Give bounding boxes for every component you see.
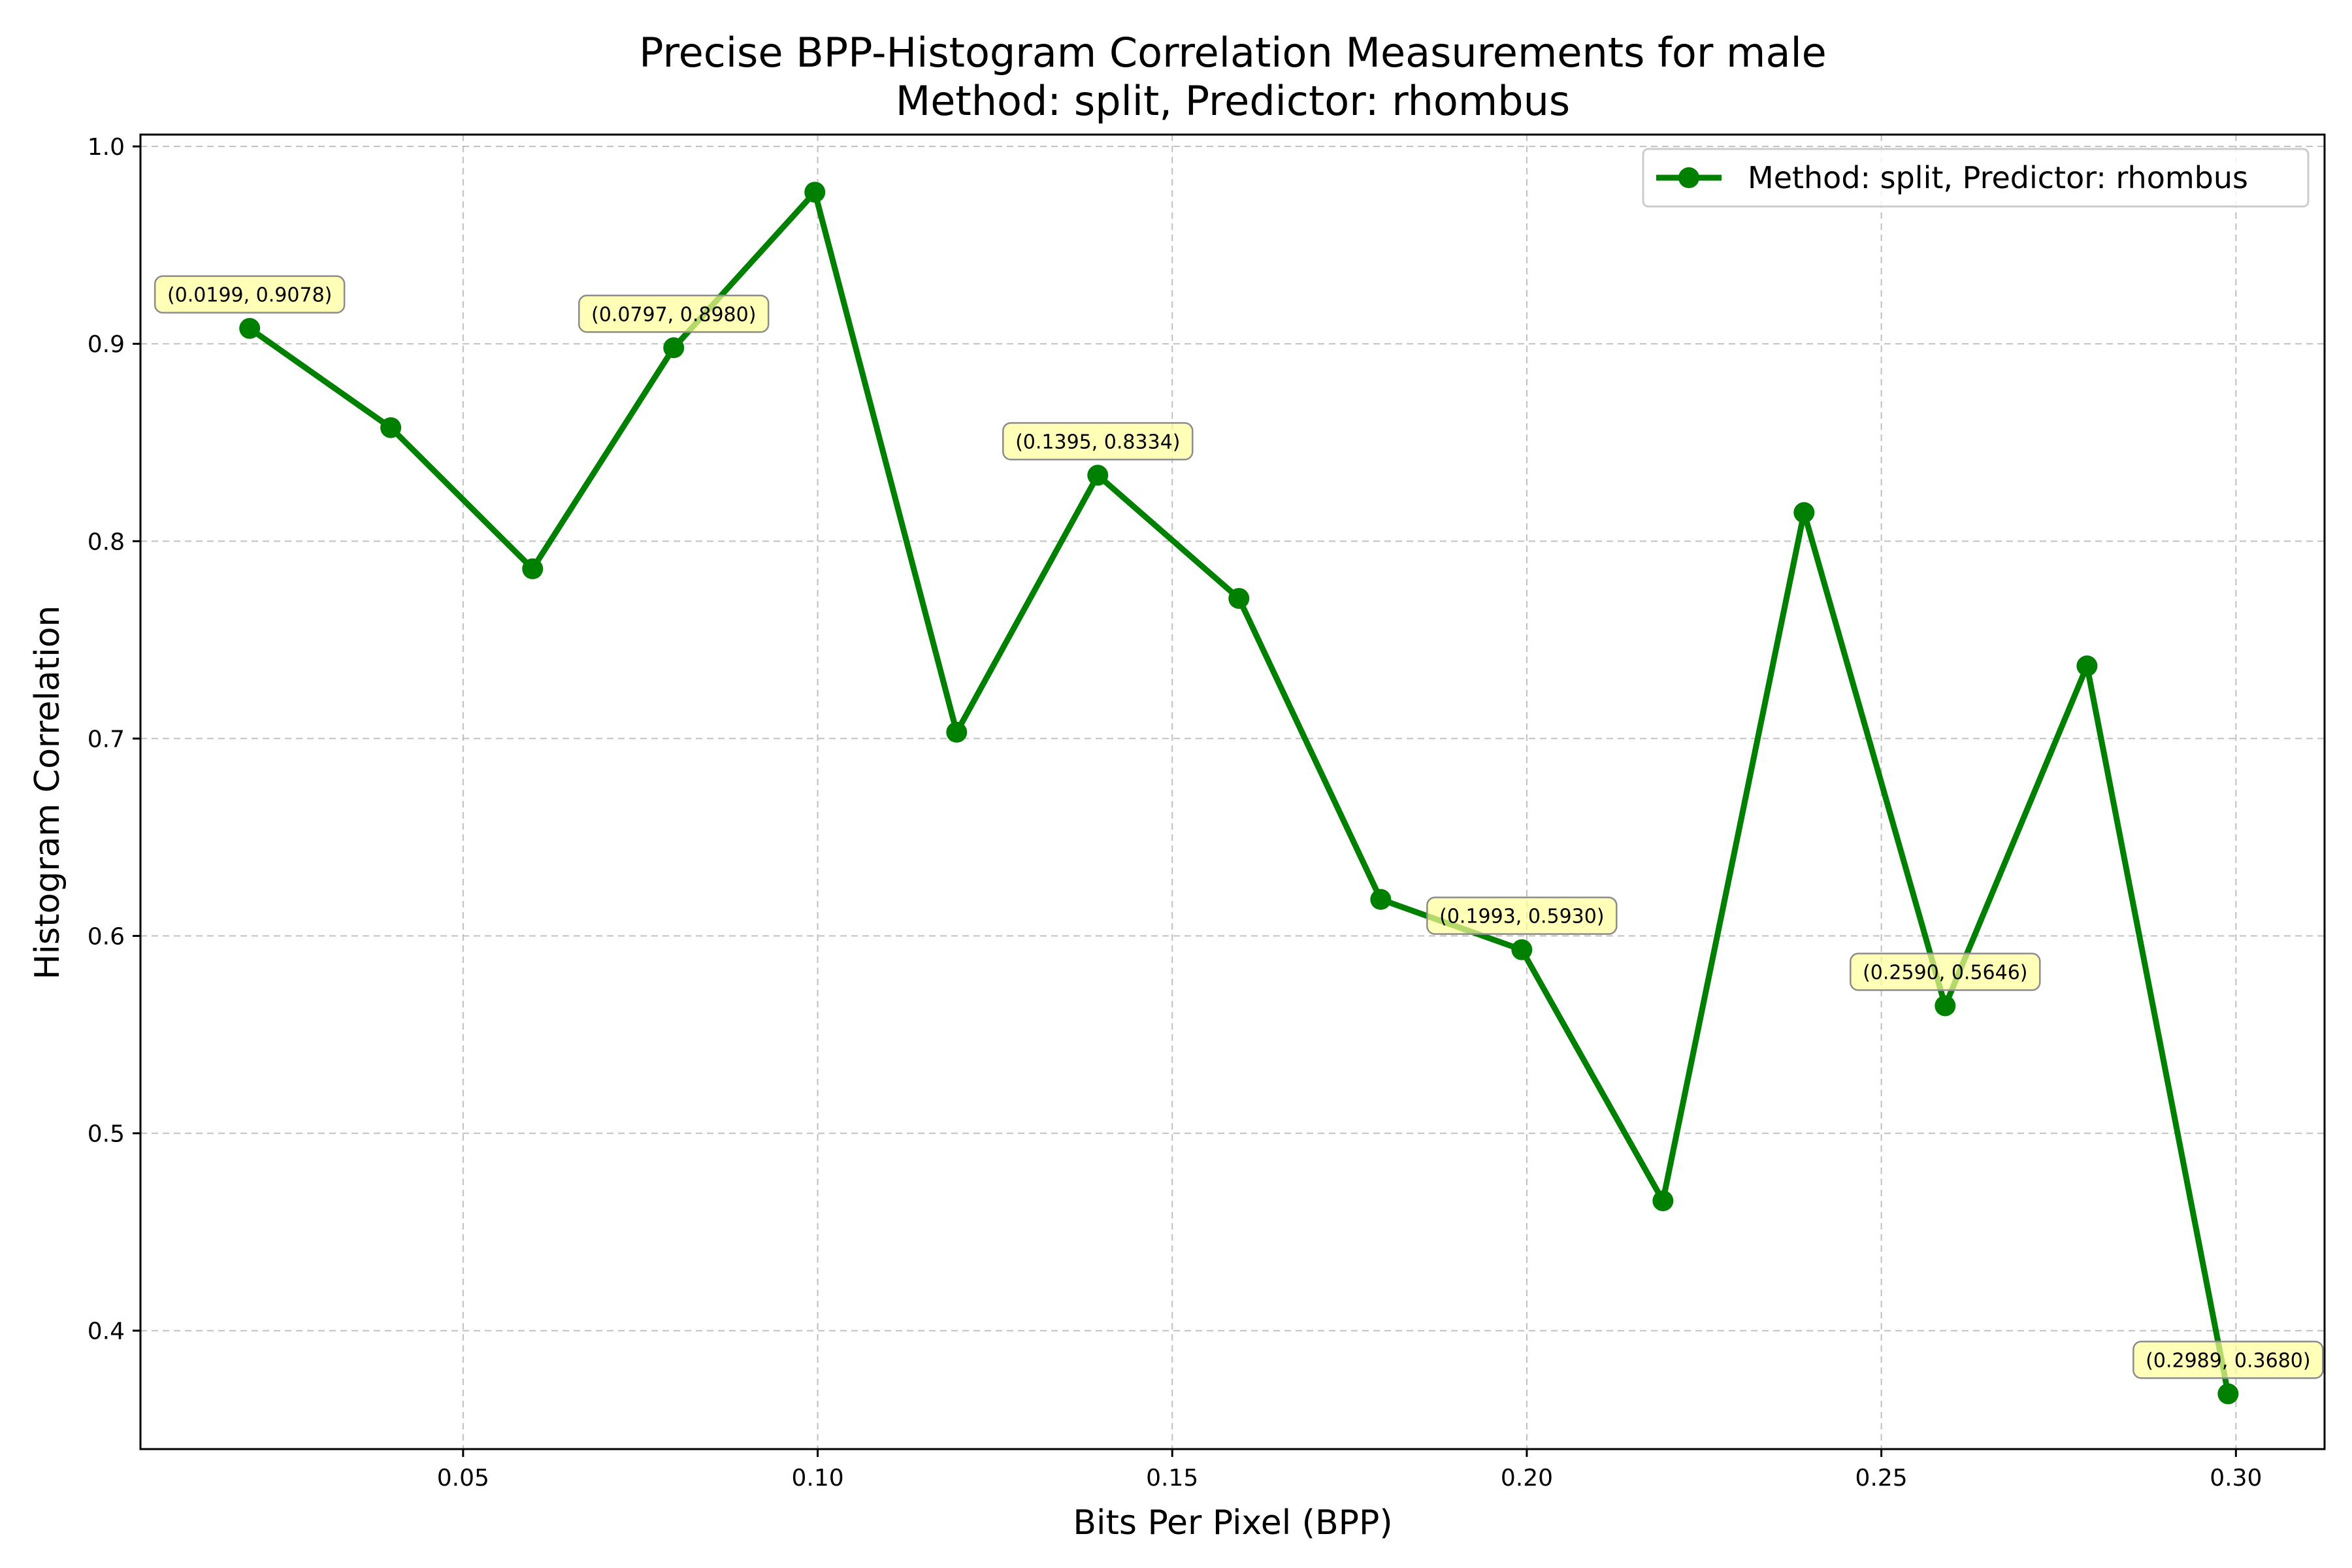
x-tick-label: 0.05	[437, 1465, 489, 1492]
data-point	[239, 318, 261, 339]
y-tick-label: 0.8	[88, 529, 125, 555]
annotations: (0.0199, 0.9078) (0.0797, 0.8980) (0.1395,…	[154, 275, 2324, 1379]
data-series	[239, 182, 2239, 1405]
data-point	[1087, 465, 1109, 486]
plot-frame	[139, 133, 2326, 1450]
annotation-box	[1850, 953, 2041, 991]
y-tick-label: 0.4	[88, 1318, 125, 1345]
x-tick-label: 0.25	[1855, 1465, 1908, 1492]
x-tick-label: 0.20	[1501, 1465, 1553, 1492]
axes: 0.05 0.10 0.15 0.20 0.25 0.30 0.4 0.5 0.6 0.7 0.8 0…	[88, 133, 2326, 1492]
grid	[140, 135, 2325, 1449]
data-point	[2076, 655, 2098, 677]
chart-title: Precise BPP-Histogram Correlation Measur…	[639, 29, 1827, 76]
annotation-label: (0.2989, 0.3680)	[2146, 1349, 2310, 1372]
y-tick-label: 0.9	[88, 331, 125, 358]
legend-marker	[1678, 167, 1699, 188]
annotation-box	[578, 295, 770, 333]
legend: Method: split, Predictor: rhombus	[1642, 148, 2310, 208]
legend-box	[1642, 148, 2310, 208]
annotation-box	[1426, 896, 1618, 935]
data-point	[380, 417, 402, 438]
annotation-box	[1002, 422, 1194, 461]
data-point	[2217, 1383, 2239, 1405]
annotation-label: (0.1993, 0.5930)	[1439, 906, 1604, 928]
data-point	[1935, 995, 1956, 1017]
x-tick-label: 0.10	[791, 1465, 843, 1492]
data-point	[1511, 939, 1533, 960]
x-axis-label: Bits Per Pixel (BPP)	[1073, 1503, 1392, 1543]
data-point	[1228, 587, 1250, 609]
x-tick-label: 0.30	[2210, 1465, 2262, 1492]
annotation-label: (0.0797, 0.8980)	[591, 303, 756, 326]
annotation-box	[154, 275, 346, 314]
data-point	[946, 721, 968, 743]
legend-label: Method: split, Predictor: rhombus	[1748, 160, 2248, 195]
y-tick-label: 1.0	[88, 134, 125, 161]
chart-subtitle: Method: split, Predictor: rhombus	[896, 77, 1570, 125]
data-point	[522, 558, 544, 580]
data-point	[1652, 1190, 1674, 1211]
x-tick-label: 0.15	[1146, 1465, 1198, 1492]
data-point	[1793, 502, 1815, 523]
annotation-label: (0.1395, 0.8334)	[1015, 431, 1180, 453]
annotation-label: (0.2590, 0.5646)	[1863, 961, 2027, 984]
y-tick-label: 0.7	[88, 726, 125, 753]
data-point	[804, 182, 826, 203]
data-point	[663, 337, 685, 359]
annotation-label: (0.0199, 0.9078)	[167, 284, 332, 307]
y-tick-label: 0.6	[88, 924, 125, 951]
y-tick-label: 0.5	[88, 1121, 125, 1148]
data-point	[1370, 889, 1392, 910]
y-axis-label: Histogram Correlation	[28, 605, 67, 979]
annotation-box	[2132, 1341, 2324, 1379]
